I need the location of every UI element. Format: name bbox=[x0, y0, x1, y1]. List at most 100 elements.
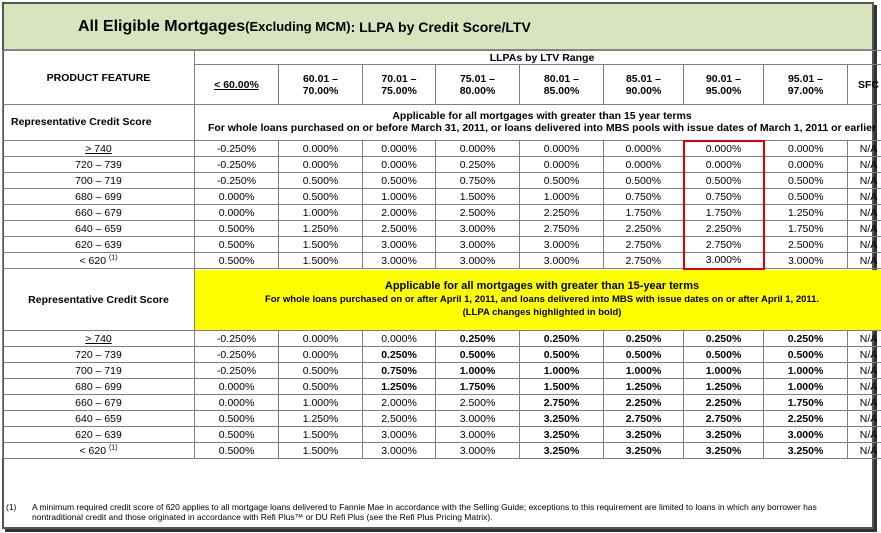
llpa-value-cell: 0.750% bbox=[362, 362, 436, 379]
footnote-ref: (1) bbox=[108, 254, 118, 261]
llpa-value-cell: N/A bbox=[846, 410, 881, 427]
ltv-column-line2: 85.00% bbox=[543, 84, 580, 97]
llpa-value-cell: 0.500% bbox=[519, 346, 604, 363]
llpa-value-cell: 0.000% bbox=[194, 378, 279, 395]
credit-score-cell: 620 – 639 bbox=[2, 236, 195, 253]
llpa-value-cell: 2.250% bbox=[682, 220, 765, 237]
llpa-value-cell: 2.500% bbox=[362, 220, 436, 237]
llpa-value-cell: 0.250% bbox=[362, 346, 436, 363]
llpa-value-cell: 1.750% bbox=[682, 204, 765, 221]
credit-score-cell: 640 – 659 bbox=[2, 410, 195, 427]
credit-score-text: < 620 bbox=[79, 444, 107, 457]
llpa-value-cell: 3.000% bbox=[519, 236, 604, 253]
llpa-value-cell: 0.500% bbox=[194, 220, 279, 237]
llpa-value-cell: 3.000% bbox=[362, 442, 436, 459]
llpa-value-cell: -0.250% bbox=[194, 140, 279, 157]
llpa-value-cell: N/A bbox=[846, 220, 881, 237]
llpa-value-cell: 0.000% bbox=[519, 156, 604, 173]
credit-score-cell: < 620 (1) bbox=[2, 252, 195, 269]
llpa-value-cell: -0.250% bbox=[194, 346, 279, 363]
table-row: 640 – 659 0.500% 1.250% 2.500% 3.000% 3.250% 2… bbox=[2, 410, 881, 427]
llpa-value-cell: 2.750% bbox=[683, 410, 764, 427]
llpa-value-cell: 1.500% bbox=[278, 442, 363, 459]
llpa-value-cell: 3.250% bbox=[603, 442, 684, 459]
llpa-value-cell: 0.000% bbox=[362, 330, 436, 347]
llpa-value-cell: 0.250% bbox=[435, 156, 520, 173]
title-main: All Eligible Mortgages bbox=[78, 17, 246, 35]
llpa-value-cell: 0.500% bbox=[194, 442, 279, 459]
llpa-value-cell: 0.000% bbox=[278, 140, 363, 157]
llpa-value-cell: 1.750% bbox=[603, 204, 684, 221]
llpa-value-cell: 3.000% bbox=[682, 252, 765, 270]
llpa-value-cell: 1.250% bbox=[603, 378, 684, 395]
llpa-value-cell: 3.000% bbox=[435, 252, 520, 269]
llpa-value-cell: N/A bbox=[846, 346, 881, 363]
table-row: 640 – 659 0.500% 1.250% 2.500% 3.000% 2.750% 2… bbox=[2, 220, 881, 237]
llpa-value-cell: 2.250% bbox=[519, 204, 604, 221]
ltv-column-line2: 95.00% bbox=[705, 84, 742, 97]
llpa-value-cell: 2.750% bbox=[603, 252, 684, 269]
llpa-value-cell: 1.000% bbox=[683, 362, 764, 379]
llpa-value-cell: 0.000% bbox=[763, 156, 848, 173]
applicable-line-1: Applicable for all mortgages with greate… bbox=[384, 280, 700, 293]
llpa-value-cell: 0.250% bbox=[763, 330, 848, 347]
llpa-value-cell: 0.000% bbox=[603, 156, 684, 173]
credit-score-text: 620 – 639 bbox=[75, 428, 122, 441]
title-sub: (Excluding MCM) bbox=[245, 19, 351, 34]
llpa-value-cell: 2.500% bbox=[362, 410, 436, 427]
credit-score-text: > 740 bbox=[85, 332, 112, 345]
llpa-value-cell: 0.500% bbox=[194, 410, 279, 427]
table-row: 700 – 719 -0.250% 0.500% 0.500% 0.750% 0.500%… bbox=[2, 172, 881, 189]
llpa-value-cell: 1.000% bbox=[519, 362, 604, 379]
llpa-value-cell: 0.250% bbox=[603, 330, 684, 347]
llpa-value-cell: N/A bbox=[846, 236, 881, 253]
llpa-value-cell: 0.500% bbox=[194, 236, 279, 253]
ltv-column-line2: 90.00% bbox=[625, 84, 662, 97]
llpa-value-cell: 0.000% bbox=[278, 346, 363, 363]
llpa-value-cell: 0.250% bbox=[683, 330, 764, 347]
llpa-value-cell: 3.250% bbox=[519, 426, 604, 443]
llpa-value-cell: N/A bbox=[846, 172, 881, 189]
title-bar: All Eligible Mortgages (Excluding MCM) :… bbox=[4, 4, 872, 50]
credit-score-text: 620 – 639 bbox=[75, 238, 122, 251]
table-row: 680 – 699 0.000% 0.500% 1.250% 1.750% 1.500% 1… bbox=[2, 378, 881, 395]
credit-score-text: 640 – 659 bbox=[75, 412, 122, 425]
llpa-value-cell: 1.250% bbox=[683, 378, 764, 395]
llpa-value-cell: 2.500% bbox=[763, 236, 848, 253]
llpa-value-cell: -0.250% bbox=[194, 172, 279, 189]
table-row: 620 – 639 0.500% 1.500% 3.000% 3.000% 3.250% 3… bbox=[2, 426, 881, 443]
llpa-value-cell: 0.500% bbox=[763, 346, 848, 363]
llpa-value-cell: 1.500% bbox=[278, 236, 363, 253]
llpa-value-cell: 2.750% bbox=[603, 410, 684, 427]
title-end: : LLPA by Credit Score/LTV bbox=[350, 18, 531, 35]
table-row: 680 – 699 0.000% 0.500% 1.000% 1.500% 1.000% 0… bbox=[2, 188, 881, 205]
llpa-value-cell: N/A bbox=[846, 394, 881, 411]
representative-credit-score-label: Representative Credit Score bbox=[2, 104, 195, 141]
credit-score-text: 660 – 679 bbox=[75, 206, 122, 219]
llpa-value-cell: 2.000% bbox=[362, 394, 436, 411]
ltv-column-line1: 90.01 – bbox=[705, 72, 742, 85]
llpa-value-cell: 0.000% bbox=[194, 394, 279, 411]
llpa-value-cell: 2.750% bbox=[519, 220, 604, 237]
llpa-value-cell: 0.000% bbox=[519, 140, 604, 157]
credit-score-cell: 700 – 719 bbox=[2, 362, 195, 379]
llpa-value-cell: 3.000% bbox=[435, 220, 520, 237]
table-row: 620 – 639 0.500% 1.500% 3.000% 3.000% 3.000% 2… bbox=[2, 236, 881, 253]
llpa-value-cell: N/A bbox=[846, 188, 881, 205]
llpa-value-cell: 0.500% bbox=[435, 346, 520, 363]
llpa-value-cell: 3.000% bbox=[435, 236, 520, 253]
llpa-value-cell: 3.000% bbox=[519, 252, 604, 269]
llpa-value-cell: 1.750% bbox=[763, 394, 848, 411]
section1-head-row: Representative Credit Score Applicable fo… bbox=[2, 104, 881, 141]
credit-score-text: 720 – 739 bbox=[75, 348, 122, 361]
llpa-value-cell: 1.750% bbox=[763, 220, 848, 237]
llpa-value-cell: 0.000% bbox=[362, 156, 436, 173]
llpa-value-cell: 1.750% bbox=[435, 378, 520, 395]
table-row: 720 – 739 -0.250% 0.000% 0.250% 0.500% 0.500%… bbox=[2, 346, 881, 363]
llpa-value-cell: 3.250% bbox=[683, 426, 764, 443]
llpa-value-cell: 0.000% bbox=[763, 140, 848, 157]
llpa-value-cell: 3.000% bbox=[435, 442, 520, 459]
ltv-column-line1: 70.01 – bbox=[381, 72, 417, 85]
llpa-value-cell: 1.250% bbox=[278, 410, 363, 427]
credit-score-text: > 740 bbox=[85, 142, 112, 155]
